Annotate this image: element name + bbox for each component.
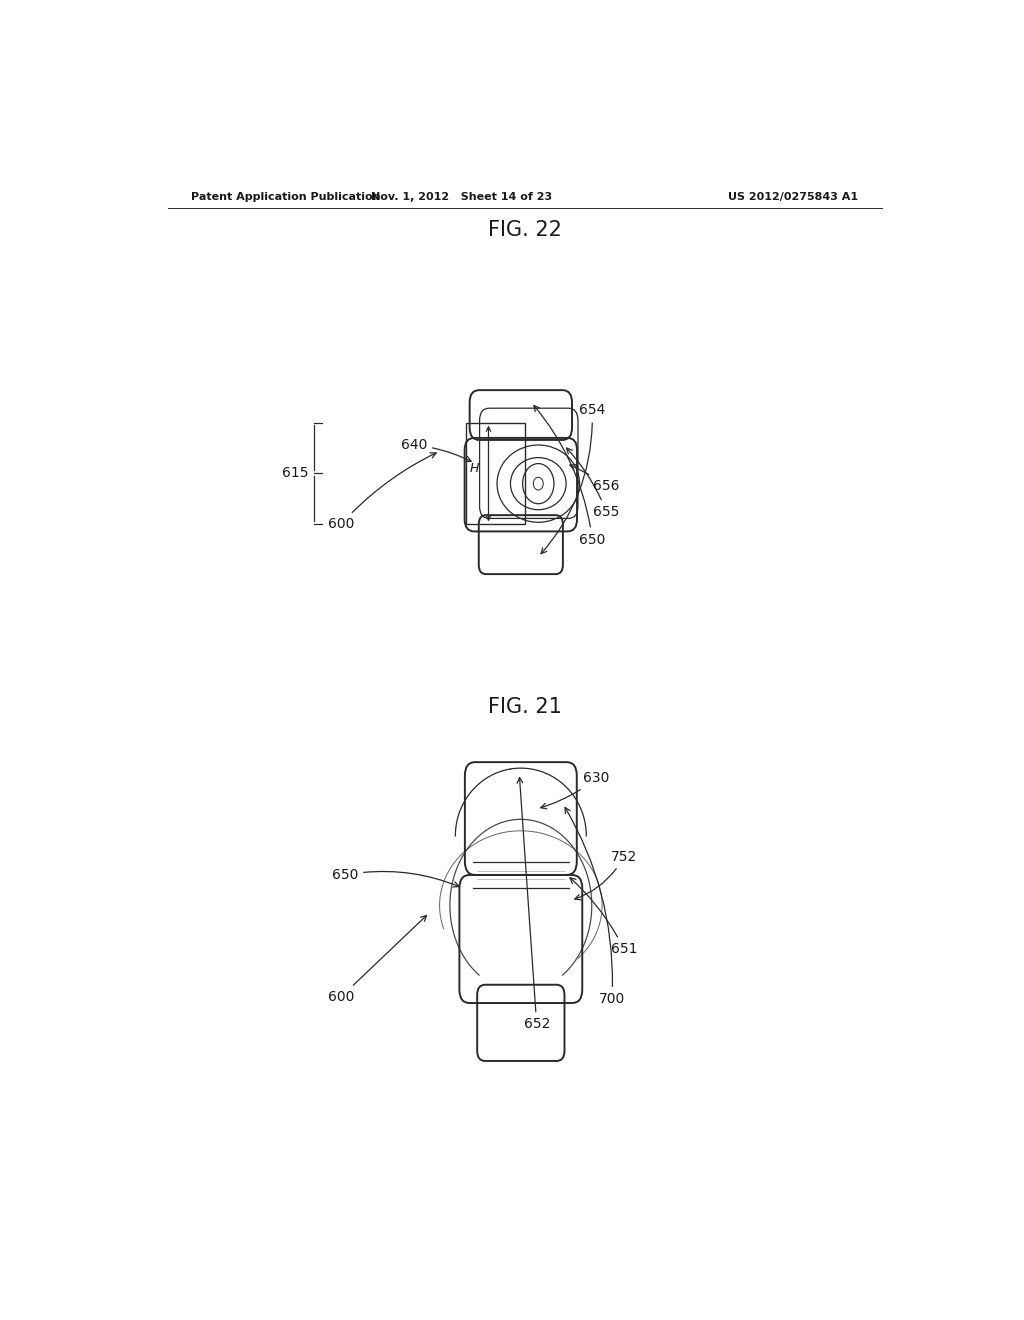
Text: 615: 615 [283,466,309,480]
Text: 652: 652 [517,777,550,1031]
Text: 650: 650 [534,405,605,546]
Text: 656: 656 [570,465,620,492]
Text: 650: 650 [332,869,459,887]
Text: 600: 600 [328,916,427,1005]
Text: FIG. 22: FIG. 22 [487,219,562,239]
Text: 651: 651 [570,878,637,956]
Text: 700: 700 [565,808,626,1006]
Text: Patent Application Publication: Patent Application Publication [191,191,381,202]
Text: 655: 655 [566,447,620,519]
Text: H: H [470,462,479,475]
Text: 752: 752 [574,850,637,900]
Bar [466,422,524,524]
Text: Nov. 1, 2012   Sheet 14 of 23: Nov. 1, 2012 Sheet 14 of 23 [371,191,552,202]
Text: 654: 654 [541,404,605,553]
Text: FIG. 21: FIG. 21 [487,697,562,717]
Text: 600: 600 [328,453,436,532]
Text: 640: 640 [400,438,471,462]
Text: 630: 630 [541,771,609,809]
Text: US 2012/0275843 A1: US 2012/0275843 A1 [728,191,858,202]
